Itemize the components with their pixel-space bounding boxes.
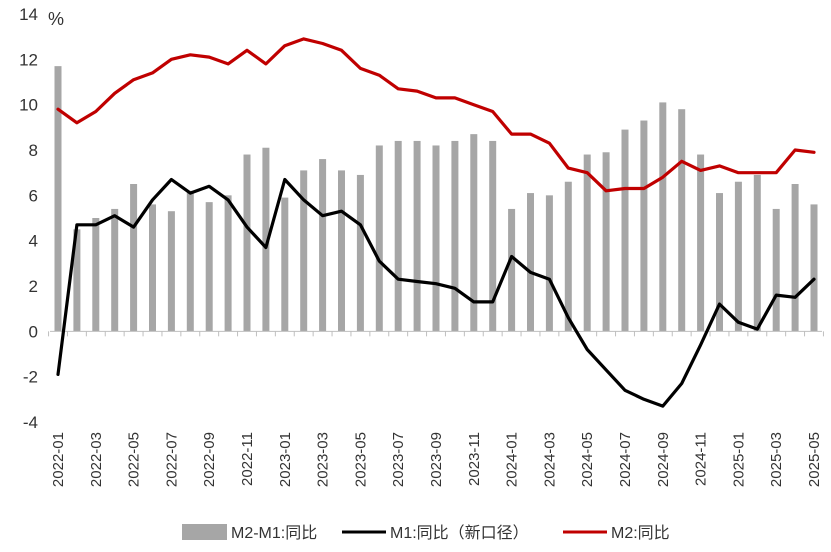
- bar-m2-minus-m1: [508, 208, 516, 332]
- x-tick-label: 2023-11: [466, 432, 483, 486]
- bar-m2-minus-m1: [224, 195, 232, 332]
- bar-m2-minus-m1: [583, 154, 591, 332]
- bar-m2-minus-m1: [640, 120, 648, 332]
- y-tick-label: 14: [19, 5, 38, 24]
- bar-m2-minus-m1: [186, 190, 194, 332]
- axis-layer: [48, 330, 824, 337]
- bar-m2-minus-m1: [338, 170, 345, 332]
- x-tick-label: 2022-11: [239, 432, 256, 486]
- bar-m2-minus-m1: [130, 184, 138, 332]
- lines-layer: [56, 37, 816, 408]
- bar-m2-minus-m1: [753, 174, 761, 332]
- x-tick-label: 2025-03: [768, 432, 785, 487]
- bar-m2-minus-m1: [375, 145, 383, 332]
- bar-m2-minus-m1: [791, 184, 799, 332]
- x-tick-label: 2023-09: [428, 432, 445, 487]
- bar-m2-minus-m1: [300, 170, 308, 332]
- y-unit-label: %: [48, 9, 64, 29]
- bar-m2-minus-m1: [451, 140, 459, 332]
- x-tick-label: 2022-07: [163, 432, 180, 487]
- x-tick-labels: 2022-01 2022-03 2022-05 2022-07 2022-09 2022-…: [50, 432, 823, 487]
- bar-m2-minus-m1: [54, 66, 62, 332]
- bar-m2-minus-m1: [111, 208, 119, 332]
- bar-m2-minus-m1: [262, 147, 270, 332]
- x-tick-label: 2023-03: [315, 432, 332, 487]
- bar-m2-minus-m1: [527, 193, 534, 332]
- bar-m2-minus-m1: [281, 197, 289, 332]
- line-m1-yoy: [56, 177, 816, 408]
- line-m2-yoy: [56, 37, 816, 193]
- bar-m2-minus-m1: [602, 152, 610, 332]
- x-tick-label: 2024-07: [617, 432, 634, 487]
- y-tick-label: -4: [23, 413, 38, 432]
- x-tick-label: 2023-05: [352, 432, 369, 487]
- x-tick-label: 2024-03: [541, 432, 558, 487]
- y-tick-label: 0: [29, 322, 38, 341]
- legend-label-m1: M1:同比（新口径）: [390, 524, 529, 542]
- x-tick-label: 2024-09: [655, 432, 672, 487]
- legend: M2-M1:同比 M1:同比（新口径） M2:同比: [182, 524, 670, 542]
- x-tick-label: 2024-05: [579, 432, 596, 487]
- bar-m2-minus-m1: [432, 145, 440, 332]
- bar-m2-minus-m1: [489, 140, 497, 332]
- bar-m2-minus-m1: [92, 218, 100, 332]
- bar-m2-minus-m1: [319, 159, 327, 332]
- y-tick-label: 12: [19, 50, 38, 69]
- y-tick-labels: -4 -2 0 2 4 6 8 10 12 14: [19, 5, 38, 432]
- y-tick-label: 4: [29, 232, 38, 251]
- x-tick-label: 2022-01: [50, 432, 67, 487]
- bar-m2-minus-m1: [697, 154, 705, 332]
- x-tick-label: 2022-03: [88, 432, 105, 487]
- x-tick-label: 2022-09: [201, 432, 218, 487]
- legend-swatch-m2-minus-m1: [182, 524, 227, 540]
- y-tick-label: 2: [29, 277, 38, 296]
- bar-m2-minus-m1: [413, 140, 421, 332]
- bar-m2-minus-m1: [772, 208, 780, 332]
- bar-m2-minus-m1: [659, 102, 667, 332]
- bar-m2-minus-m1: [73, 229, 81, 332]
- y-tick-label: -2: [23, 368, 38, 387]
- bar-m2-minus-m1: [356, 174, 364, 332]
- bars-layer: [54, 66, 818, 332]
- x-tick-label: 2025-01: [730, 432, 747, 487]
- x-tick-label: 2022-05: [126, 432, 143, 487]
- x-tick-label: 2024-01: [504, 432, 521, 487]
- bar-m2-minus-m1: [621, 129, 629, 332]
- bar-m2-minus-m1: [243, 154, 251, 332]
- bar-m2-minus-m1: [545, 195, 553, 332]
- bar-m2-minus-m1: [167, 211, 175, 332]
- bar-m2-minus-m1: [149, 204, 156, 332]
- bar-m2-minus-m1: [716, 193, 723, 332]
- y-tick-label: 10: [19, 96, 38, 115]
- x-tick-label: 2023-07: [390, 432, 407, 487]
- bar-m2-minus-m1: [678, 109, 686, 332]
- legend-label-m2: M2:同比: [611, 524, 670, 542]
- x-tick-label: 2023-01: [277, 432, 294, 487]
- y-tick-label: 8: [29, 141, 38, 160]
- bar-m2-minus-m1: [564, 181, 572, 332]
- bar-m2-minus-m1: [394, 140, 402, 332]
- bar-m2-minus-m1: [810, 204, 818, 332]
- bar-m2-minus-m1: [205, 202, 213, 332]
- bar-m2-minus-m1: [734, 181, 742, 332]
- y-tick-label: 6: [29, 186, 38, 205]
- x-tick-label: 2024-11: [693, 432, 710, 486]
- legend-label-m2-minus-m1: M2-M1:同比: [231, 524, 317, 542]
- x-tick-label: 2025-05: [806, 432, 823, 487]
- bar-m2-minus-m1: [470, 134, 478, 332]
